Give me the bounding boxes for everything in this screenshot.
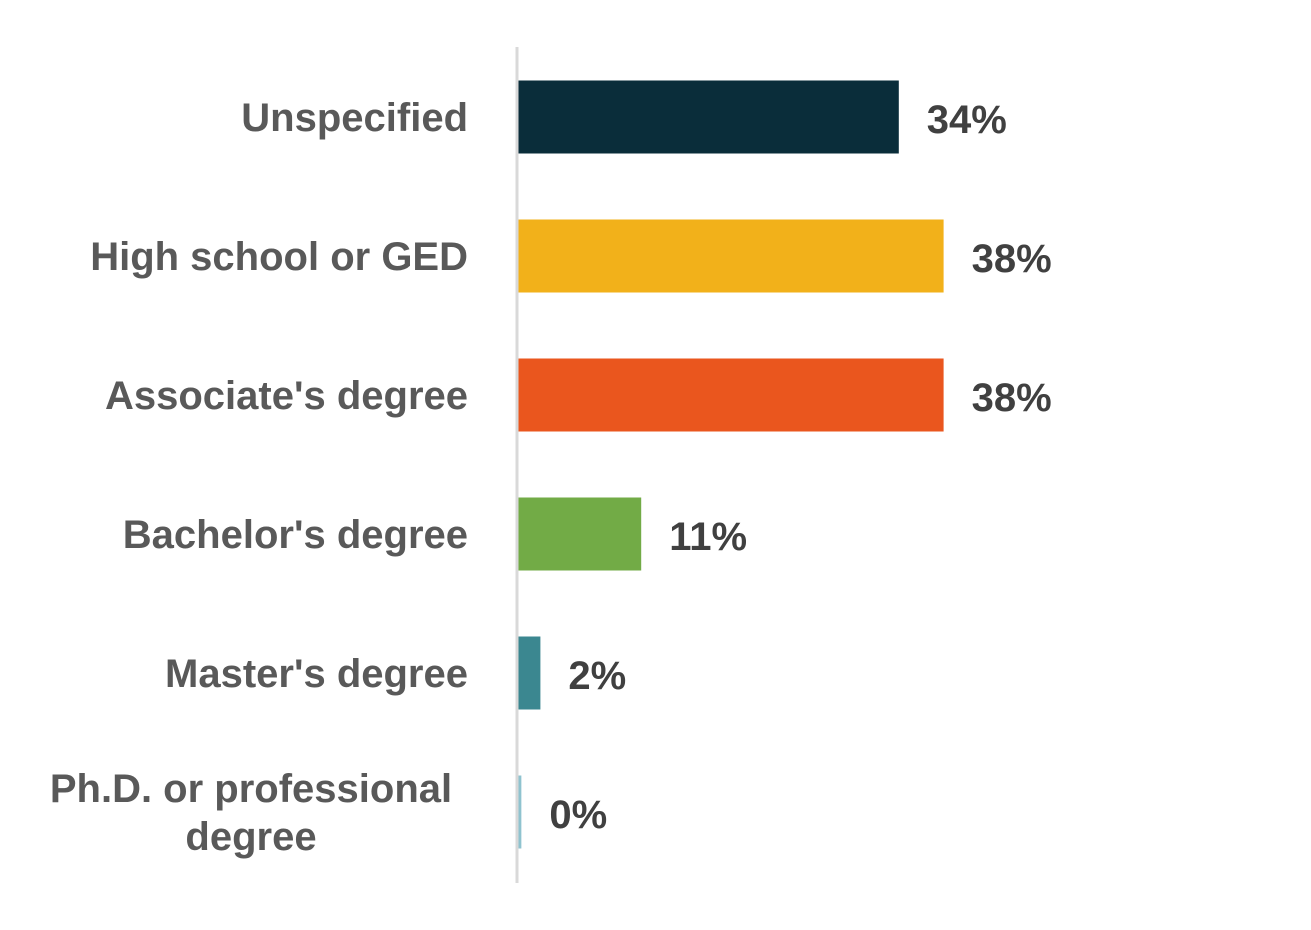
bar-ph-d-or-professional-degree	[518, 775, 522, 849]
value-label-associate-s-degree: 38%	[972, 376, 1052, 420]
category-label-ph-d-or-professional-degree: Ph.D. or professional degree	[50, 767, 452, 859]
category-label-master-s-degree: Master's degree	[165, 652, 468, 696]
value-labels-group: 34% 38% 38% 11% 2% 0%	[549, 98, 1051, 837]
value-label-high-school-or-ged: 38%	[972, 237, 1052, 281]
category-label-line: Ph.D. or professional	[50, 767, 452, 811]
category-label-line: Unspecified	[241, 96, 468, 140]
value-label-unspecified: 34%	[927, 98, 1007, 142]
category-label-high-school-or-ged: High school or GED	[90, 235, 468, 279]
value-label-master-s-degree: 2%	[568, 654, 626, 698]
bar-bachelor-s-degree	[518, 497, 642, 571]
value-label-ph-d-or-professional-degree: 0%	[549, 793, 607, 837]
bar-unspecified	[518, 80, 899, 154]
category-labels-group: Unspecified High school or GED Associate's…	[50, 96, 468, 859]
category-label-unspecified: Unspecified	[241, 96, 468, 140]
category-label-bachelor-s-degree: Bachelor's degree	[123, 513, 468, 557]
value-label-bachelor-s-degree: 11%	[669, 515, 747, 559]
category-label-line: High school or GED	[90, 235, 468, 279]
bar-high-school-or-ged	[518, 219, 944, 293]
category-label-line: degree	[185, 815, 316, 859]
category-label-line: Associate's degree	[105, 374, 468, 418]
bar-master-s-degree	[518, 636, 541, 710]
category-label-line: Master's degree	[165, 652, 468, 696]
bar-associate-s-degree	[518, 358, 944, 432]
category-label-line: Bachelor's degree	[123, 513, 468, 557]
bars-group	[518, 80, 944, 849]
category-label-associate-s-degree: Associate's degree	[105, 374, 468, 418]
